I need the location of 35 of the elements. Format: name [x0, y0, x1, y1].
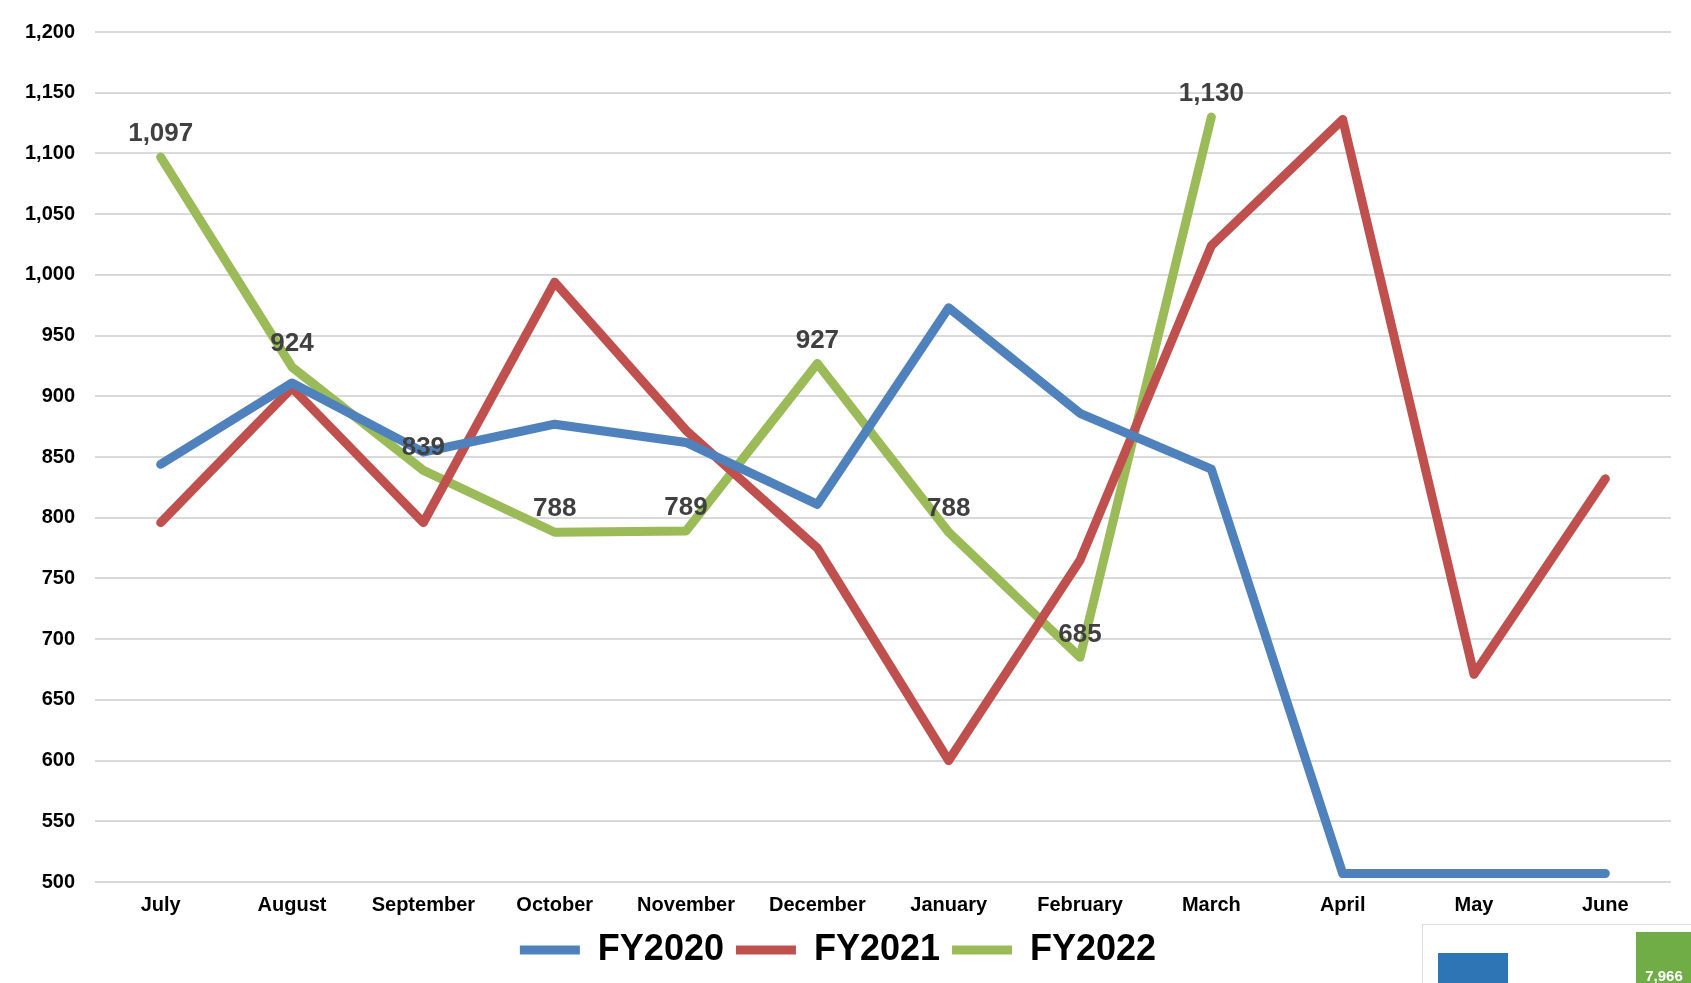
x-tick-label: April: [1319, 892, 1366, 915]
data-label: 788: [533, 492, 577, 523]
y-tick-label: 750: [41, 565, 76, 588]
x-tick-label: June: [1581, 892, 1629, 915]
y-tick-label: 900: [41, 383, 76, 406]
data-label: 1,130: [1178, 77, 1244, 108]
y-tick-label: 700: [41, 626, 76, 649]
legend-label: FY2021: [813, 926, 941, 968]
panel-fragment: 7,966: [1422, 924, 1691, 983]
y-tick-label: 1,100: [24, 140, 76, 163]
y-tick-label: 500: [41, 869, 76, 892]
y-tick-label: 950: [41, 323, 76, 346]
x-tick-label: January: [910, 892, 988, 915]
y-tick-label: 850: [41, 444, 76, 467]
y-tick-label: 1,050: [24, 201, 76, 224]
y-tick-label: 1,000: [24, 262, 76, 285]
x-tick-label: December: [769, 892, 866, 915]
x-tick-label: May: [1454, 892, 1495, 915]
legend-label: FY2022: [1030, 926, 1157, 968]
x-tick-label: October: [516, 892, 594, 915]
x-tick-label: July: [140, 892, 182, 915]
y-tick-label: 550: [41, 808, 76, 831]
y-tick-label: 1,150: [24, 80, 76, 103]
y-tick-label: 600: [41, 748, 76, 771]
y-tick-label: 1,200: [24, 19, 76, 42]
data-label: 1,097: [128, 117, 194, 148]
y-tick-label: 800: [41, 505, 76, 528]
x-tick-label: February: [1037, 892, 1124, 915]
x-tick-label: March: [1181, 892, 1241, 915]
x-tick-label: November: [637, 892, 736, 915]
y-tick-label: 650: [41, 687, 76, 710]
legend-label: FY2020: [597, 926, 724, 968]
x-tick-label: August: [257, 892, 327, 915]
x-tick-label: September: [371, 892, 476, 915]
data-label: 927: [795, 323, 840, 354]
